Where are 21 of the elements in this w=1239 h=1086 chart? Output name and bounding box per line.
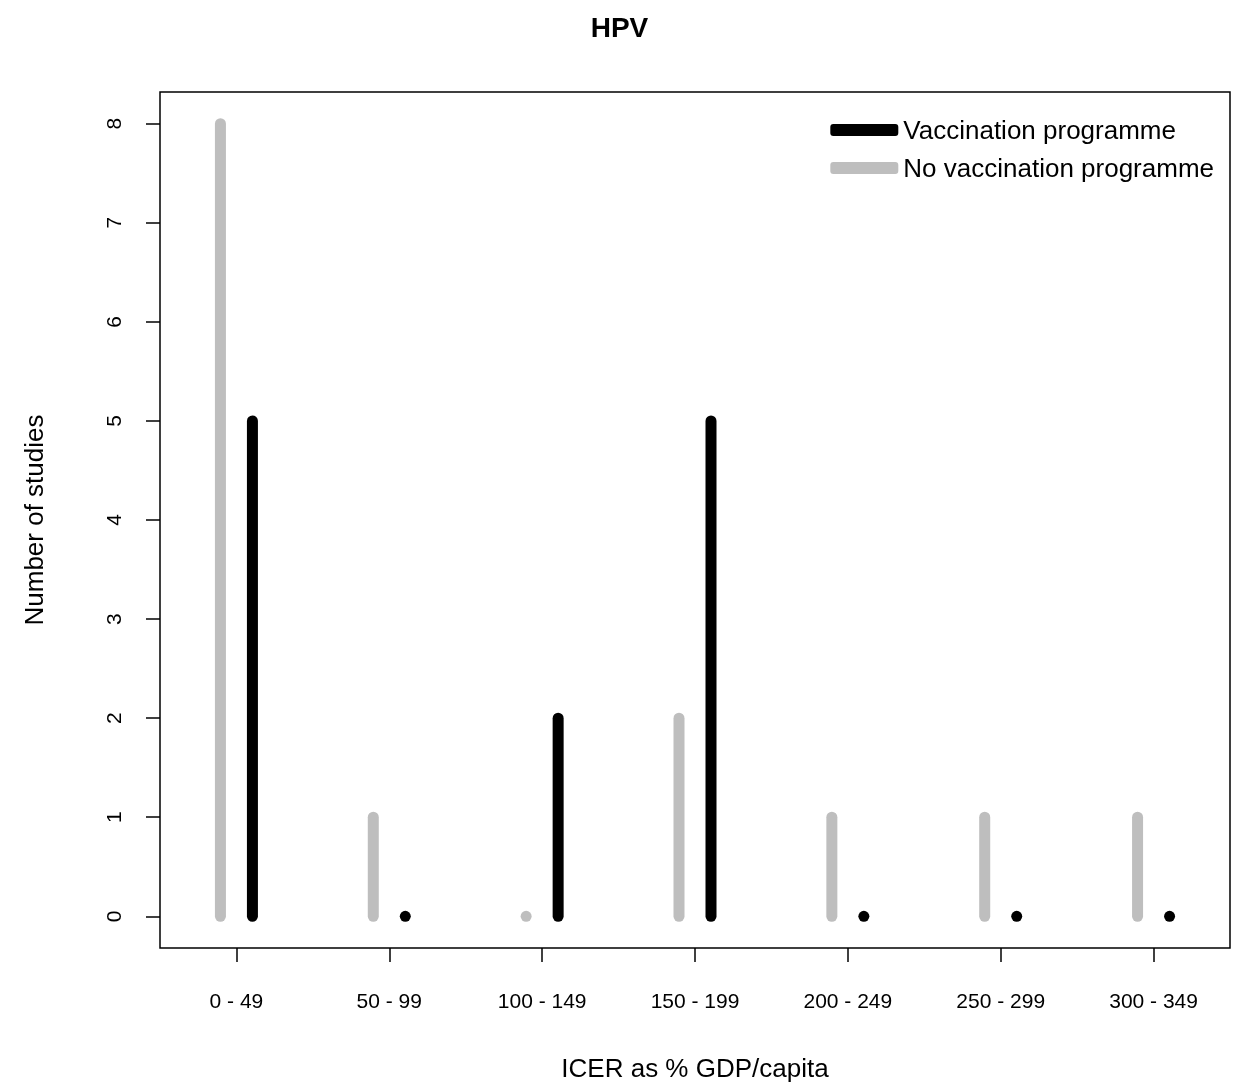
y-tick-label: 2 (102, 712, 125, 724)
chart-title: HPV (590, 11, 649, 43)
y-axis-title: Number of studies (19, 414, 49, 626)
y-tick-label: 4 (102, 513, 125, 526)
y-tick-label: 8 (102, 117, 125, 130)
x-axis-title: ICER as % GDP/capita (561, 1053, 830, 1083)
x-tick-label: 0 - 49 (209, 989, 264, 1012)
y-tick-label: 7 (102, 216, 125, 229)
x-tick-label: 200 - 249 (803, 989, 893, 1012)
y-tick-label: 6 (102, 316, 125, 328)
legend-label: Vaccination programme (903, 115, 1176, 145)
y-tick-label: 1 (102, 811, 125, 824)
x-tick-label: 250 - 299 (956, 989, 1046, 1012)
x-tick-label: 150 - 199 (650, 989, 740, 1012)
x-tick-label: 100 - 149 (497, 989, 587, 1012)
legend-label: No vaccination programme (903, 153, 1215, 183)
y-tick-label: 5 (102, 415, 125, 427)
x-tick-label: 50 - 99 (356, 989, 422, 1012)
x-tick-label: 300 - 349 (1109, 989, 1198, 1012)
y-tick-label: 0 (102, 910, 125, 923)
y-tick-label: 3 (102, 613, 125, 625)
